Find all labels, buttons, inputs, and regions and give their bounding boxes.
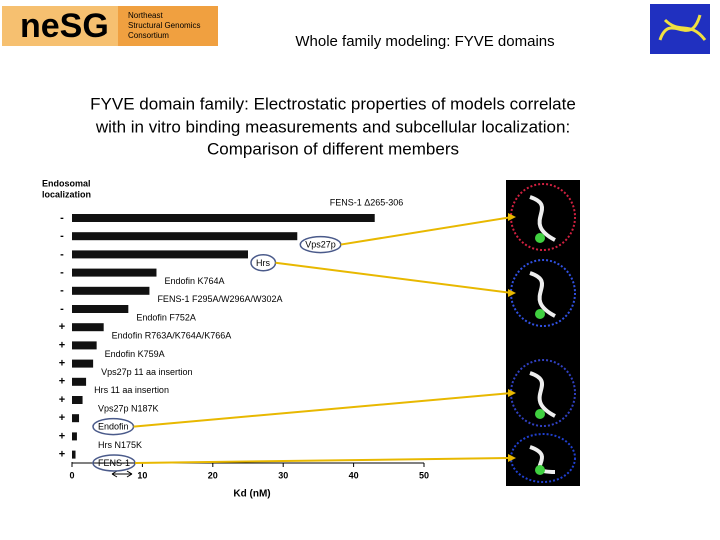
bar	[72, 450, 76, 459]
arrow-head	[508, 389, 516, 397]
bar	[72, 250, 248, 259]
bar-label: Endofin	[98, 422, 129, 432]
x-tick-label: 0	[69, 470, 74, 480]
localization-sign: -	[60, 212, 64, 224]
bar-label: Endofin K764A	[164, 276, 224, 286]
bar-label: FENS-1 Δ265-306	[330, 197, 404, 207]
localization-sign: +	[59, 430, 65, 442]
range-arrow	[111, 470, 133, 478]
logo-text: neSG	[20, 7, 109, 45]
localization-sign: -	[60, 248, 64, 260]
bar	[72, 286, 150, 295]
bar	[72, 432, 77, 441]
bar	[72, 414, 80, 423]
bar	[72, 323, 104, 332]
link-arrow	[133, 392, 513, 428]
x-label: Kd (nM)	[233, 489, 270, 500]
subtitle: Comparison of different members	[207, 139, 459, 158]
x-tick-label: 40	[349, 470, 359, 480]
subtitle: with in vitro binding measurements and s…	[95, 117, 570, 136]
localization-sign: +	[59, 394, 65, 406]
logo-ribbon	[658, 14, 707, 41]
localization-sign: +	[59, 376, 65, 388]
bar	[72, 232, 298, 241]
localization-sign: +	[59, 321, 65, 333]
bar	[72, 268, 157, 277]
logo-right	[650, 4, 710, 54]
y-label: Endosomal	[42, 178, 91, 188]
localization-sign: -	[60, 230, 64, 242]
arrow-head	[508, 289, 516, 297]
localization-sign: -	[60, 267, 64, 279]
subtitle: FYVE domain family: Electrostatic proper…	[90, 94, 576, 113]
bar	[72, 359, 94, 368]
ligand	[535, 233, 545, 243]
arrow-head	[508, 454, 516, 462]
x-tick-label: 20	[208, 470, 218, 480]
slide-title: Whole family modeling: FYVE domains	[295, 33, 554, 50]
bar	[72, 341, 97, 350]
localization-sign: +	[59, 358, 65, 370]
logo-line: Structural Genomics	[128, 21, 200, 30]
localization-sign: -	[60, 303, 64, 315]
arrow-head	[508, 213, 516, 221]
link-arrow	[135, 457, 513, 464]
bar	[72, 214, 375, 222]
localization-sign: -	[60, 285, 64, 297]
bar-label: Vps27p	[305, 240, 336, 250]
backbone	[529, 271, 556, 318]
bar-label: Endofin R763A/K764A/K766A	[112, 331, 232, 341]
logo-bg	[2, 6, 118, 46]
x-tick-label: 30	[278, 470, 288, 480]
logo-left: neSG Northeast Structural Genomics Conso…	[2, 6, 218, 46]
backbone	[529, 195, 556, 242]
bar-label: Endofin K759A	[105, 349, 165, 359]
bar-label: Vps27p N187K	[98, 403, 159, 413]
x-tick-label: 50	[419, 470, 429, 480]
backbone	[529, 371, 556, 418]
bar-label: FENS-1 F295A/W296A/W302A	[157, 294, 282, 304]
structure-panels	[506, 180, 580, 486]
bar-label: Endofin F752A	[136, 312, 196, 322]
bar-label: Hrs	[256, 258, 270, 268]
link-arrow	[275, 261, 513, 294]
bar-label: Vps27p 11 aa insertion	[101, 367, 192, 377]
ligand	[535, 465, 545, 475]
bar-label: Hrs N175K	[98, 440, 142, 450]
bar	[72, 305, 129, 313]
bar	[72, 396, 83, 404]
logo-line: Consortium	[128, 31, 169, 40]
backbone	[529, 445, 556, 474]
panel-column	[506, 180, 580, 486]
bar-label: FENS-1	[98, 458, 130, 468]
bar-label: Hrs 11 aa insertion	[94, 385, 169, 395]
ligand	[535, 409, 545, 419]
y-label: localization	[42, 189, 91, 199]
x-tick-label: 10	[137, 470, 147, 480]
logo-line: Northeast	[128, 11, 163, 20]
localization-sign: +	[59, 339, 65, 351]
link-arrow	[340, 216, 513, 246]
localization-sign: +	[59, 412, 65, 424]
bar	[72, 377, 87, 386]
ligand	[535, 309, 545, 319]
localization-sign: +	[59, 449, 65, 461]
